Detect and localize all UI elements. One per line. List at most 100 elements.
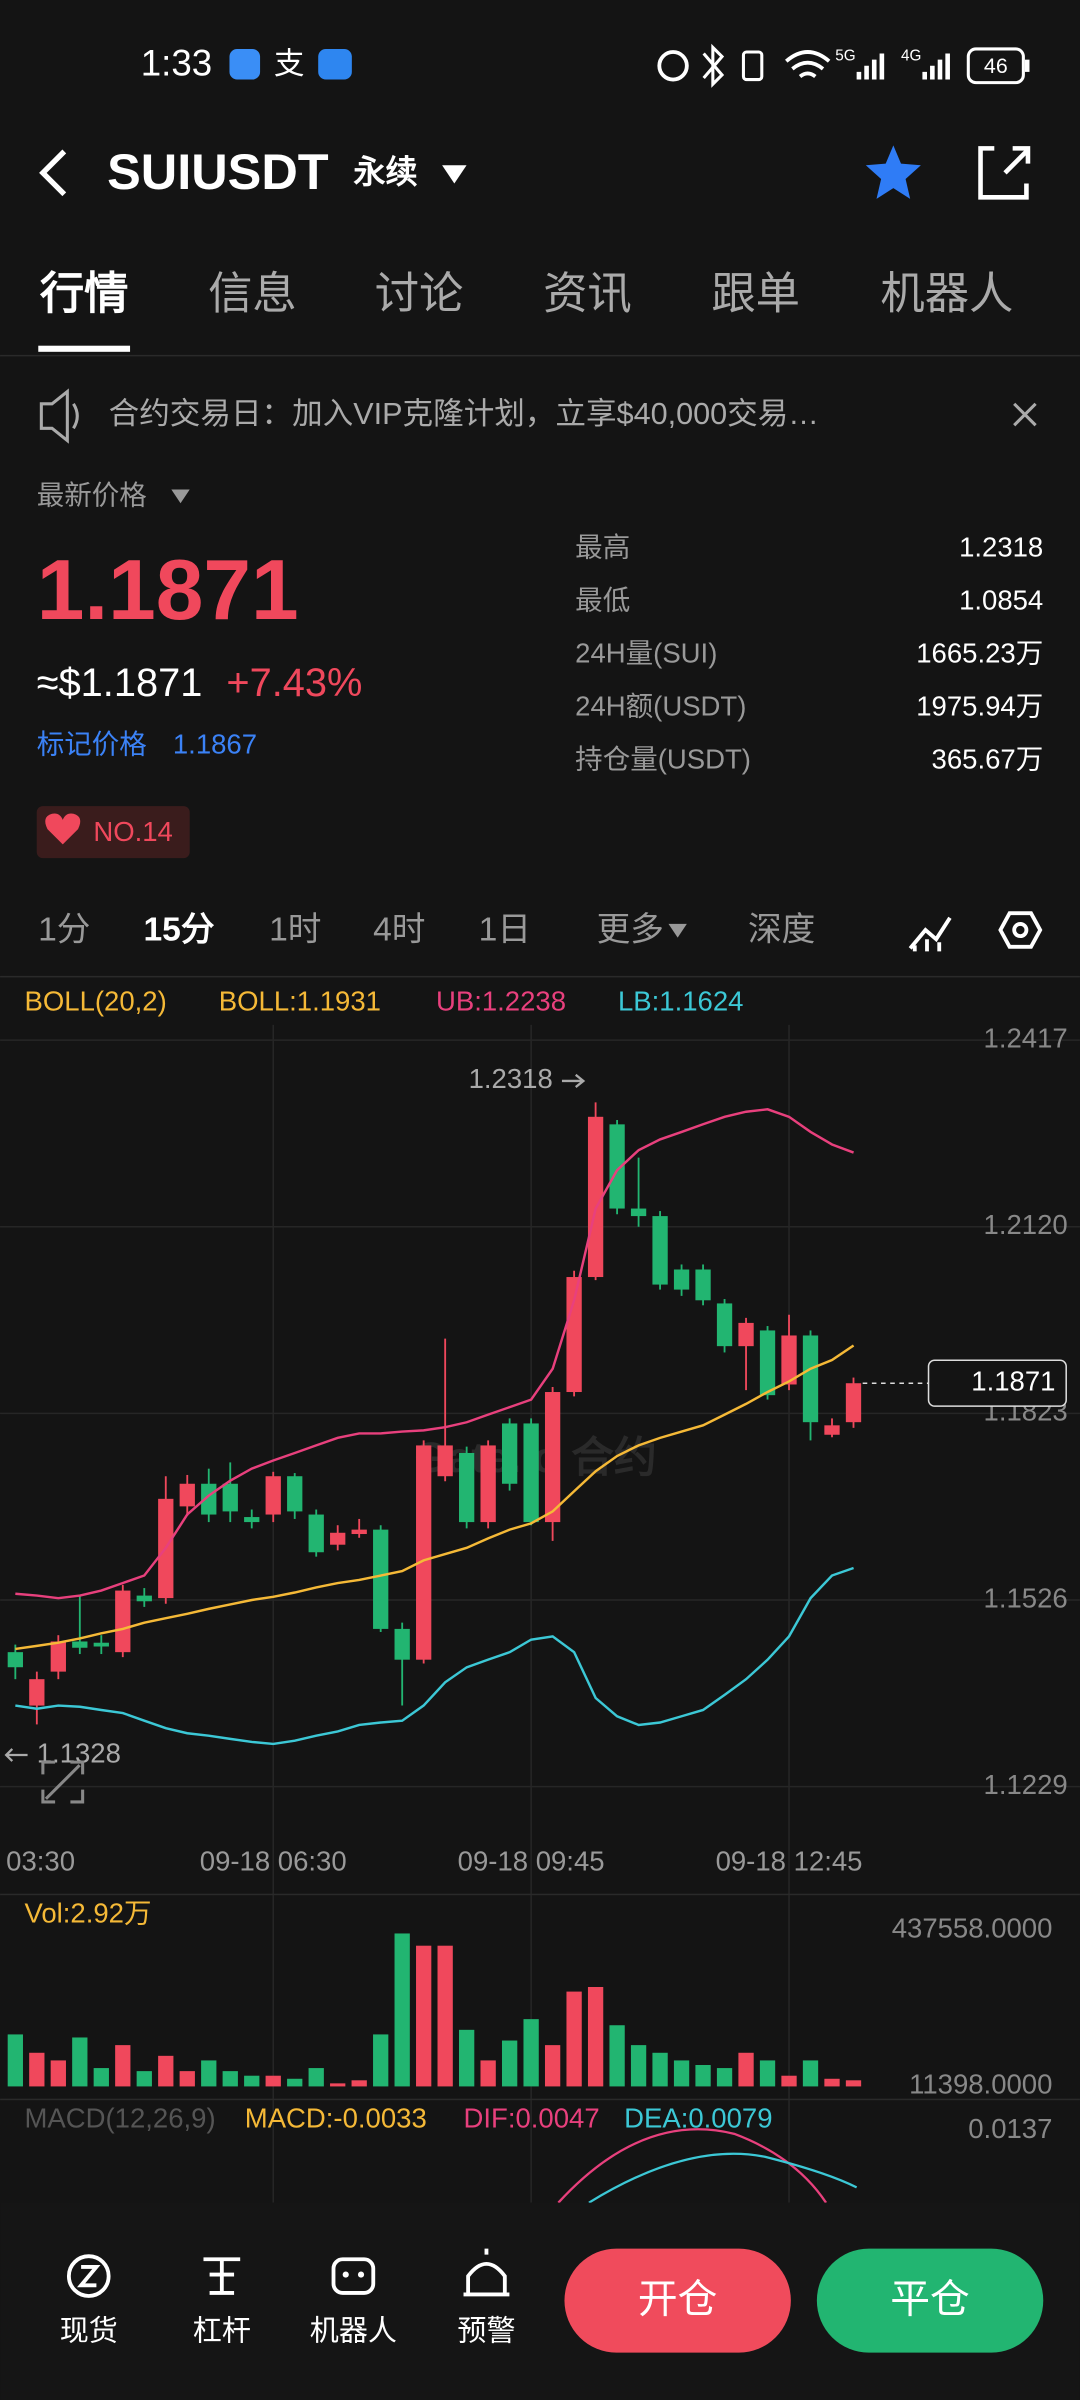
candle-body	[523, 1423, 539, 1523]
nav-label[interactable]: 预警	[457, 2314, 515, 2347]
legend-entry: BOLL:1.1931	[219, 986, 381, 1017]
macd-tick-label: 0.0137	[968, 2113, 1052, 2144]
divider	[0, 975, 1080, 978]
interval-tab[interactable]: 1时	[269, 911, 321, 948]
volume-bar	[759, 2060, 776, 2087]
interval-tab[interactable]: 15分	[143, 910, 214, 948]
nav-label[interactable]: 杠杆	[193, 2314, 251, 2347]
candle-body	[501, 1423, 518, 1484]
interval-tab[interactable]: 更多	[597, 910, 664, 948]
candle-body	[222, 1483, 238, 1512]
candle-body	[759, 1330, 776, 1396]
volume-bar	[394, 1933, 410, 2087]
close-button-label[interactable]: 平仓	[890, 2278, 970, 2322]
volume-bar	[179, 2071, 195, 2087]
app-icon-text: 支	[274, 47, 305, 81]
volume-bar	[222, 2071, 238, 2087]
battery-icon	[966, 47, 1025, 85]
volume-bar	[93, 2068, 109, 2087]
volume-bar	[136, 2071, 152, 2087]
volume-bar	[201, 2060, 217, 2087]
tab[interactable]: 跟单	[711, 269, 800, 318]
vibrate-icon	[741, 50, 764, 82]
candle-body	[72, 1641, 88, 1648]
candle-body	[308, 1514, 324, 1553]
tab[interactable]: 讨论	[375, 269, 464, 318]
volume-bar	[587, 1986, 604, 2087]
volume-bar	[265, 2075, 281, 2087]
candle-body	[373, 1529, 389, 1629]
candle-body	[459, 1452, 475, 1523]
stat-value: 1.0854	[959, 584, 1043, 615]
dropdown-arrow[interactable]	[668, 923, 687, 938]
tab[interactable]: 信息	[208, 269, 297, 318]
candle-body	[330, 1532, 346, 1545]
back-button[interactable]	[39, 149, 67, 197]
tab[interactable]: 资讯	[543, 269, 632, 318]
candle-body	[652, 1216, 668, 1285]
indicator-icon[interactable]	[908, 916, 952, 952]
y-tick-label: 1.2417	[984, 1022, 1068, 1053]
interval-tab[interactable]: 4时	[373, 911, 425, 948]
share-icon[interactable]	[978, 146, 1031, 200]
candle-body	[437, 1445, 453, 1477]
volume-label: Vol:2.92万	[25, 1897, 152, 1928]
interval-tab[interactable]: 1日	[479, 911, 531, 948]
dea-line	[588, 2152, 858, 2204]
boll-line	[15, 1344, 855, 1651]
alert-icon[interactable]	[463, 2248, 510, 2297]
tab[interactable]: 行情	[40, 269, 129, 318]
interval-tab[interactable]: 1分	[38, 911, 90, 948]
app-icon	[229, 48, 261, 80]
last-price-box	[927, 1359, 1067, 1407]
nav-label[interactable]: 现货	[60, 2314, 118, 2347]
volume-bar	[673, 2060, 690, 2087]
bot-icon[interactable]	[331, 2257, 376, 2295]
volume-bar	[716, 2068, 733, 2087]
volume-bar	[72, 2037, 88, 2087]
settings-icon-dot	[1012, 921, 1029, 939]
tab[interactable]: 机器人	[880, 269, 1013, 318]
kline-chart: BOLL(20,2) BOLL:1.1931 UB:1.2238 LB:1.1624 0…	[0, 986, 1080, 2203]
legend-entry: LB:1.1624	[618, 986, 743, 1017]
settings-icon[interactable]	[998, 911, 1043, 949]
interval-tab[interactable]: 深度	[748, 910, 815, 948]
favorite-star[interactable]	[865, 145, 921, 199]
dropdown-arrow[interactable]	[171, 489, 190, 504]
candle-body	[738, 1322, 754, 1347]
x-tick-label: 09-18 06:30	[200, 1845, 347, 1876]
dropdown-arrow[interactable]	[442, 165, 467, 184]
speaker-icon	[39, 388, 79, 444]
divider	[0, 2098, 1080, 2101]
expand-icon[interactable]	[41, 1760, 85, 1804]
open-button-label[interactable]: 开仓	[638, 2278, 718, 2322]
x-tick-label: 09-18 12:45	[716, 1845, 863, 1876]
dif-value: DIF:0.0047	[464, 2102, 600, 2133]
contract-type[interactable]: 永续	[353, 154, 417, 190]
bot-eye	[342, 2271, 349, 2278]
signal-icon	[922, 53, 950, 80]
spot-icon[interactable]	[66, 2254, 111, 2298]
open-button[interactable]	[564, 2248, 791, 2353]
nav-items: 现货 杠杆 机器人 预警	[60, 2314, 516, 2347]
volume-bar	[738, 2052, 754, 2087]
nav-label[interactable]: 机器人	[310, 2314, 397, 2347]
boll-line	[15, 1566, 854, 1746]
spot-icon-mark	[77, 2265, 101, 2288]
announcement[interactable]: 合约交易日：加入VIP克隆计划，立享$40,000交易…	[109, 397, 819, 431]
volume-bar	[824, 2078, 840, 2087]
x-tick-label: 03:30	[6, 1845, 75, 1876]
usd-price: ≈$1.1871	[37, 661, 203, 705]
y-tick-label: 1.1526	[984, 1582, 1068, 1613]
margin-icon[interactable]	[203, 2257, 241, 2295]
close-button[interactable]	[1013, 402, 1037, 427]
volume-bar	[845, 2080, 862, 2087]
last-price: 1.1871	[37, 542, 299, 638]
rank-icon	[45, 813, 81, 845]
volume-bar	[652, 2052, 668, 2087]
close-position-button[interactable]	[816, 2248, 1044, 2353]
alarm-icon	[657, 50, 689, 82]
dif-line	[557, 2128, 827, 2204]
legend-entry: UB:1.2238	[436, 986, 566, 1017]
volume-tick-label: 11398.0000	[909, 2069, 1052, 2100]
